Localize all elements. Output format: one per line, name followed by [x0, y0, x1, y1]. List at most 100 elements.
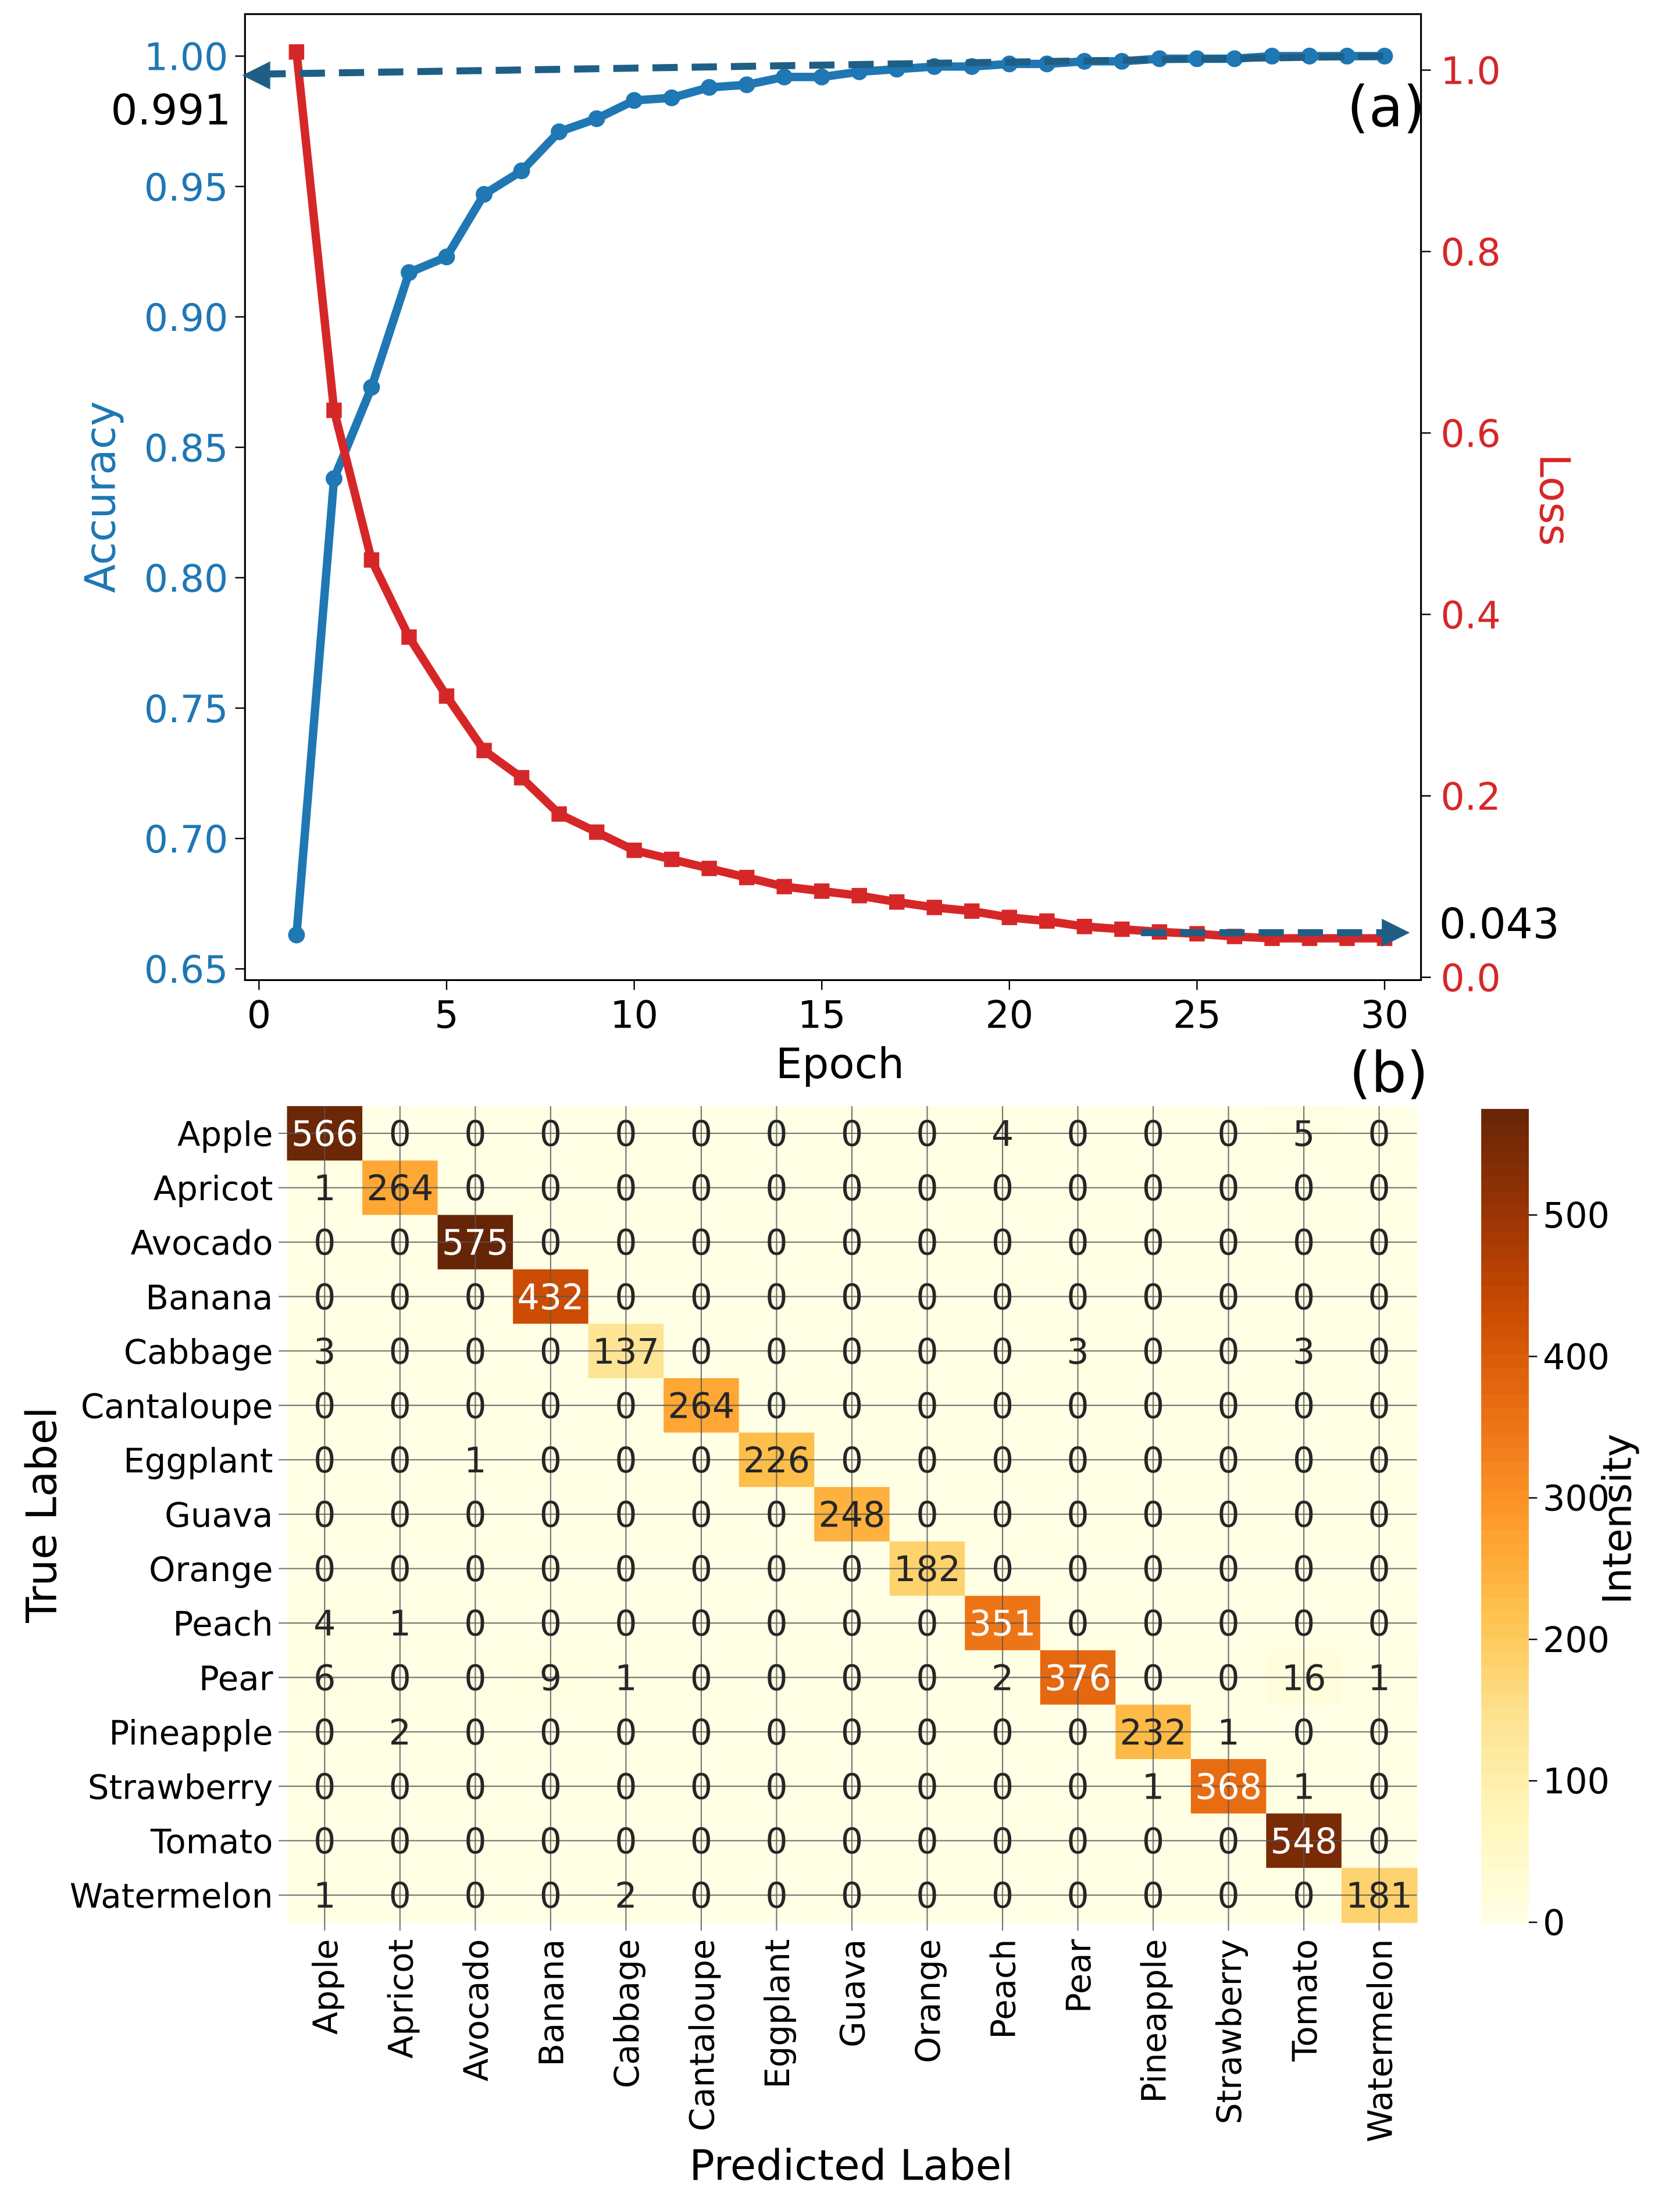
colorbar-segment — [1481, 1407, 1529, 1422]
colorbar-segment — [1481, 1651, 1529, 1666]
cell-value: 0 — [1067, 1223, 1089, 1264]
cell-value: 0 — [313, 1440, 336, 1481]
accuracy-point — [1226, 50, 1243, 67]
cell-value: 548 — [1271, 1821, 1337, 1862]
cell-value: 6 — [313, 1658, 336, 1699]
cell-value: 0 — [615, 1549, 637, 1590]
cell-value: 4 — [991, 1114, 1014, 1155]
cell-value: 9 — [540, 1658, 562, 1699]
column-label: Tomato — [1285, 1939, 1325, 2062]
cell-value: 0 — [1368, 1223, 1390, 1264]
cell-value: 0 — [765, 1604, 787, 1645]
colorbar-tick-label: 200 — [1543, 1620, 1610, 1661]
colorbar-segment — [1481, 1814, 1529, 1828]
colorbar-segment — [1481, 1380, 1529, 1394]
loss-point — [513, 770, 530, 786]
cell-value: 0 — [1368, 1114, 1390, 1155]
colorbar-segment — [1481, 1271, 1529, 1286]
cell-value: 0 — [1293, 1713, 1315, 1753]
column-label: Peach — [984, 1939, 1023, 2039]
cell-value: 0 — [765, 1549, 787, 1590]
loss-point — [776, 879, 792, 894]
row-label: Cantaloupe — [81, 1386, 273, 1426]
accuracy-point — [363, 379, 380, 396]
column-label: Pineapple — [1135, 1939, 1174, 2103]
colorbar-tick-label: 300 — [1543, 1479, 1610, 1519]
column-label: Orange — [908, 1939, 948, 2063]
cell-value: 264 — [668, 1386, 734, 1426]
cell-value: 2 — [615, 1876, 637, 1917]
y-left-axis-label: Accuracy — [76, 401, 125, 593]
y-right-tick-label: 0.0 — [1440, 957, 1500, 1001]
cell-value: 182 — [894, 1549, 961, 1590]
accuracy-point — [551, 123, 568, 140]
cell-value: 0 — [389, 1114, 411, 1155]
cell-value: 5 — [1293, 1114, 1315, 1155]
cell-value: 0 — [1368, 1386, 1390, 1426]
accuracy-point — [1188, 50, 1205, 67]
accuracy-point — [813, 68, 830, 85]
cell-value: 0 — [464, 1114, 486, 1155]
cell-value: 0 — [540, 1821, 562, 1862]
colorbar-segment — [1481, 1583, 1529, 1598]
cell-value: 0 — [464, 1168, 486, 1209]
cell-value: 0 — [313, 1767, 336, 1807]
cell-value: 0 — [1142, 1658, 1164, 1699]
x-tick-label: 30 — [1361, 993, 1409, 1037]
confusion-matrix-panel: 566 0 0 0 0 0 0 0 0 4 0 0 0 5 01 264 0 0 0 0 0 0 0 0 0 0 0 0 00 0 575 0… — [17, 1106, 1640, 2191]
cell-value: 0 — [1217, 1386, 1239, 1426]
y-right-tick-label: 0.8 — [1440, 231, 1500, 275]
accuracy-point — [663, 89, 680, 106]
accuracy-point — [476, 186, 493, 203]
y-left-tick-label: 0.80 — [144, 558, 229, 601]
y-left-tick-label: 1.00 — [144, 36, 229, 80]
cell-value: 0 — [1293, 1223, 1315, 1264]
row-label: Pear — [199, 1658, 273, 1698]
cell-value: 0 — [765, 1767, 787, 1807]
cell-value: 0 — [1142, 1223, 1164, 1264]
cell-value: 1 — [464, 1440, 486, 1481]
colorbar-segment — [1481, 1461, 1529, 1476]
cell-value: 0 — [615, 1767, 637, 1807]
cell-value: 0 — [765, 1223, 787, 1264]
cell-value: 0 — [916, 1713, 938, 1753]
cell-value: 0 — [690, 1604, 712, 1645]
cell-value: 0 — [389, 1876, 411, 1917]
loss-point — [851, 887, 867, 904]
loss-point — [363, 552, 380, 568]
colorbar-segment — [1481, 1447, 1529, 1463]
cell-value: 0 — [690, 1277, 712, 1318]
cell-value: 0 — [464, 1495, 486, 1536]
loss-point — [701, 861, 717, 876]
cell-value: 0 — [1067, 1604, 1089, 1645]
cell-value: 0 — [991, 1876, 1014, 1917]
column-label: Banana — [532, 1939, 572, 2067]
cell-value: 0 — [1217, 1876, 1239, 1917]
y-left-tick-label: 0.70 — [144, 818, 229, 862]
cell-value: 264 — [366, 1168, 433, 1209]
cell-value: 0 — [540, 1549, 562, 1590]
y-right-tick-label: 1.0 — [1440, 50, 1500, 94]
cell-value: 376 — [1044, 1658, 1111, 1699]
x-tick-label: 0 — [247, 993, 271, 1037]
cell-value: 0 — [765, 1821, 787, 1862]
cell-value: 0 — [991, 1767, 1014, 1807]
cell-value: 0 — [916, 1332, 938, 1372]
cell-value: 0 — [1217, 1277, 1239, 1318]
accuracy-point — [701, 79, 718, 96]
cell-value: 0 — [1217, 1549, 1239, 1590]
loss-point — [889, 894, 905, 910]
cell-value: 0 — [1293, 1876, 1315, 1917]
colorbar-segment — [1481, 1393, 1529, 1408]
colorbar-segment — [1481, 1610, 1529, 1625]
cell-value: 0 — [916, 1495, 938, 1536]
cell-value: 0 — [389, 1277, 411, 1318]
cell-value: 0 — [1368, 1277, 1390, 1318]
accuracy-point — [1339, 48, 1356, 65]
cell-value: 0 — [991, 1821, 1014, 1862]
cell-value: 0 — [690, 1767, 712, 1807]
cell-value: 1 — [1142, 1767, 1164, 1807]
cell-value: 0 — [615, 1114, 637, 1155]
colorbar-segment — [1481, 1556, 1529, 1571]
colorbar-segment — [1481, 1515, 1529, 1531]
